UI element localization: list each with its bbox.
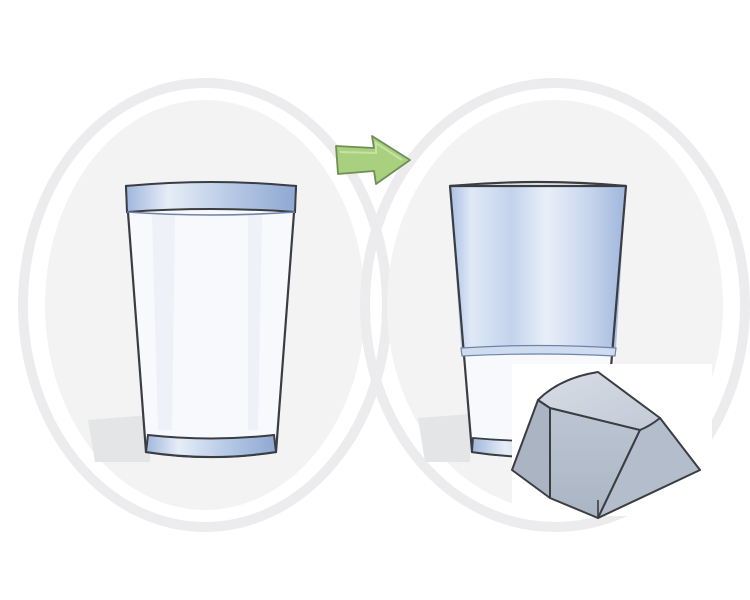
full-glass-body [124,184,298,459]
full-glass-highlight-2 [248,215,262,430]
full-glass-icon [88,181,298,462]
full-glass-rim [124,181,298,214]
half-glass-water-surface [460,344,617,357]
full-glass-base [144,433,278,458]
full-glass-water-line [126,211,296,216]
full-glass-shadow [88,415,150,462]
keycap-icon [511,364,712,519]
keycap-top [537,371,661,431]
half-glass-shadow [418,414,470,462]
half-glass-empty [450,186,626,348]
full-glass-highlight [152,215,175,430]
arrow-right-icon [335,135,411,185]
half-glass-rim [449,180,627,188]
right-halo-ring [360,78,750,532]
